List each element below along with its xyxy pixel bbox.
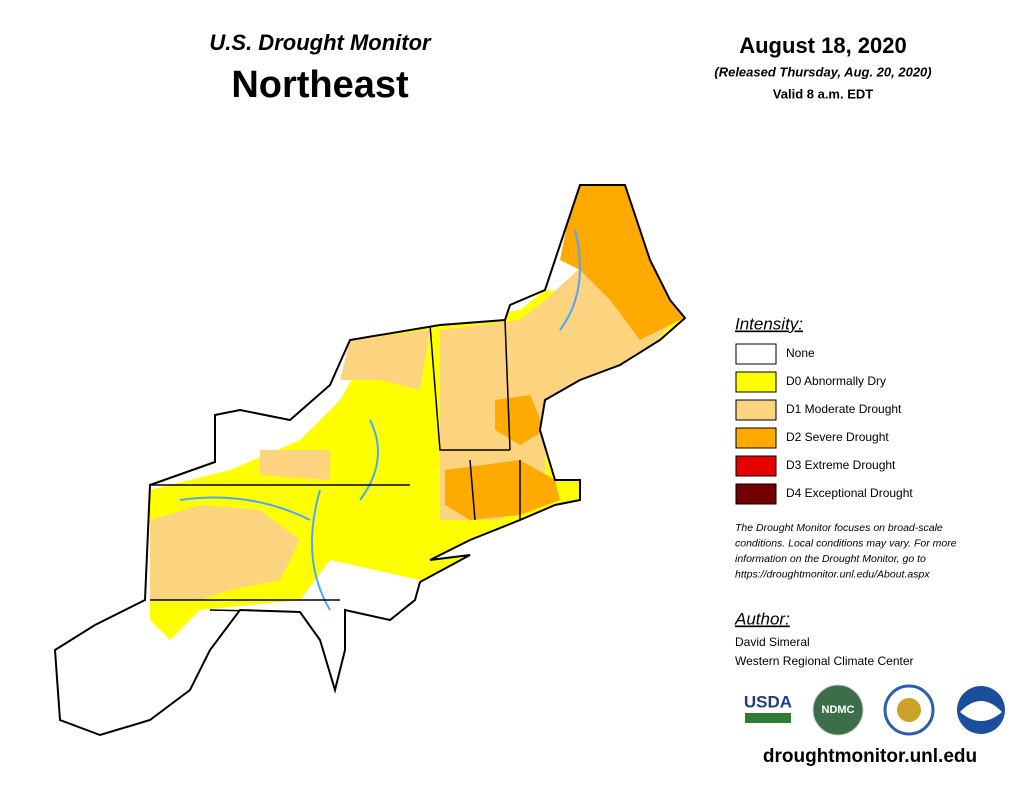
legend: None D0 Abnormally Dry D1 Moderate Drought… — [735, 343, 913, 505]
logo-usda: USDA — [744, 692, 792, 711]
region: Northeast — [231, 64, 409, 106]
logo-ndmc — [812, 684, 864, 736]
note: The Drought Monitor focuses on broad-sca… — [735, 522, 957, 581]
legend-swatch — [735, 427, 777, 449]
url: droughtmonitor.unl.edu — [763, 746, 977, 767]
legend-swatch — [735, 483, 777, 505]
legend-swatch — [735, 343, 777, 365]
legend-label: None — [786, 346, 815, 360]
legend-swatch — [735, 371, 777, 393]
area-d1 — [260, 450, 330, 480]
valid: Valid 8 a.m. EDT — [773, 86, 873, 101]
released: (Released Thursday, Aug. 20, 2020) — [714, 64, 931, 79]
author-heading: Author: — [734, 609, 790, 628]
state-borders — [150, 319, 521, 613]
logo-ndmc-text: NDMC — [822, 704, 855, 716]
legend-swatch — [735, 399, 777, 421]
note-line: conditions. Local conditions may vary. F… — [735, 537, 957, 549]
title: U.S. Drought Monitor — [209, 30, 432, 55]
legend-label: D0 Abnormally Dry — [786, 374, 886, 388]
area-d1 — [150, 505, 300, 600]
legend-title: Intensity: — [735, 314, 803, 333]
logo-doc-inner — [897, 698, 921, 722]
area-d1 — [340, 330, 430, 390]
note-line: information on the Drought Monitor, go t… — [735, 553, 926, 565]
note-line: https://droughtmonitor.unl.edu/About.asp… — [735, 568, 930, 580]
logo-noaa-bird — [960, 701, 1002, 721]
legend-label: D2 Severe Drought — [786, 430, 889, 444]
note-line: The Drought Monitor focuses on broad-sca… — [735, 522, 943, 534]
area-d2 — [495, 395, 545, 445]
logos: USDA NDMC — [744, 684, 1005, 736]
date: August 18, 2020 — [739, 33, 907, 58]
area-d2 — [560, 185, 685, 340]
legend-label: D3 Extreme Drought — [786, 458, 896, 472]
rivers — [179, 229, 581, 611]
author-line: David Simeral — [735, 635, 810, 649]
logo-usda-bar — [745, 713, 791, 723]
author: David Simeral Western Regional Climate Ce… — [735, 635, 914, 668]
legend-swatch — [735, 455, 777, 477]
author-line: Western Regional Climate Center — [735, 654, 914, 668]
legend-label: D4 Exceptional Drought — [786, 486, 913, 500]
legend-label: D1 Moderate Drought — [786, 402, 902, 416]
